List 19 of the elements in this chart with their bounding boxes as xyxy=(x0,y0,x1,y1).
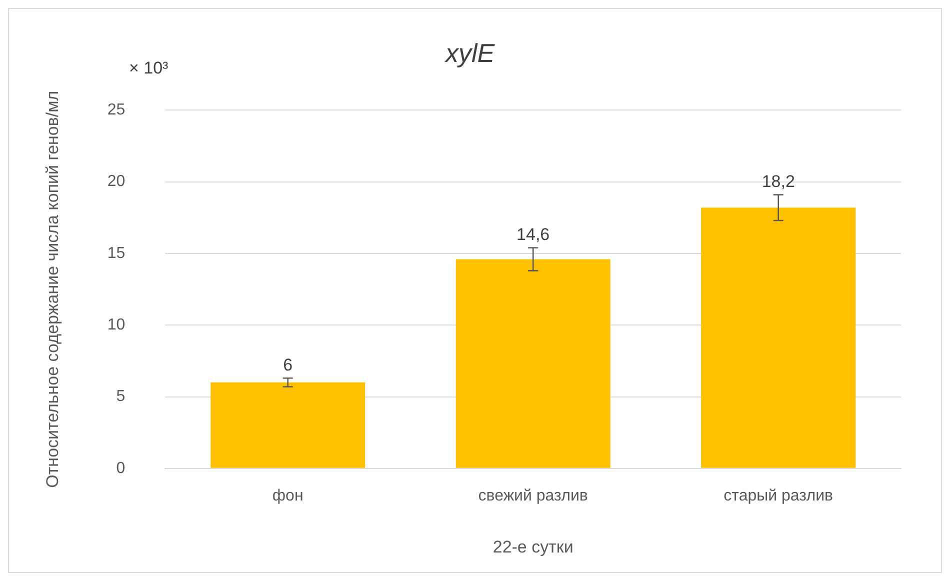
bar xyxy=(210,382,366,468)
x-tick-label: свежий разлив xyxy=(478,487,588,504)
data-label: 14,6 xyxy=(516,224,550,244)
chart-title: xylE xyxy=(443,38,496,68)
y-tick-label: 15 xyxy=(107,244,126,262)
x-axis-title: 22-е сутки xyxy=(492,537,574,556)
y-tick-label: 20 xyxy=(107,173,126,190)
y-tick-label: 25 xyxy=(107,102,126,119)
data-label: 18,2 xyxy=(762,172,795,191)
y-tick-label: 10 xyxy=(107,316,126,334)
y-axis-title: Относительное содержание числа копий генов/мл xyxy=(42,90,62,488)
x-tick-label: старый разлив xyxy=(724,487,834,504)
text: × 10³ xyxy=(129,58,169,78)
bar xyxy=(456,259,610,468)
y-tick-label: 5 xyxy=(116,388,126,406)
x-tick-label: фон xyxy=(272,487,304,504)
bar xyxy=(701,208,856,468)
data-label: 6 xyxy=(283,355,293,374)
y-tick-label: 0 xyxy=(116,460,126,477)
